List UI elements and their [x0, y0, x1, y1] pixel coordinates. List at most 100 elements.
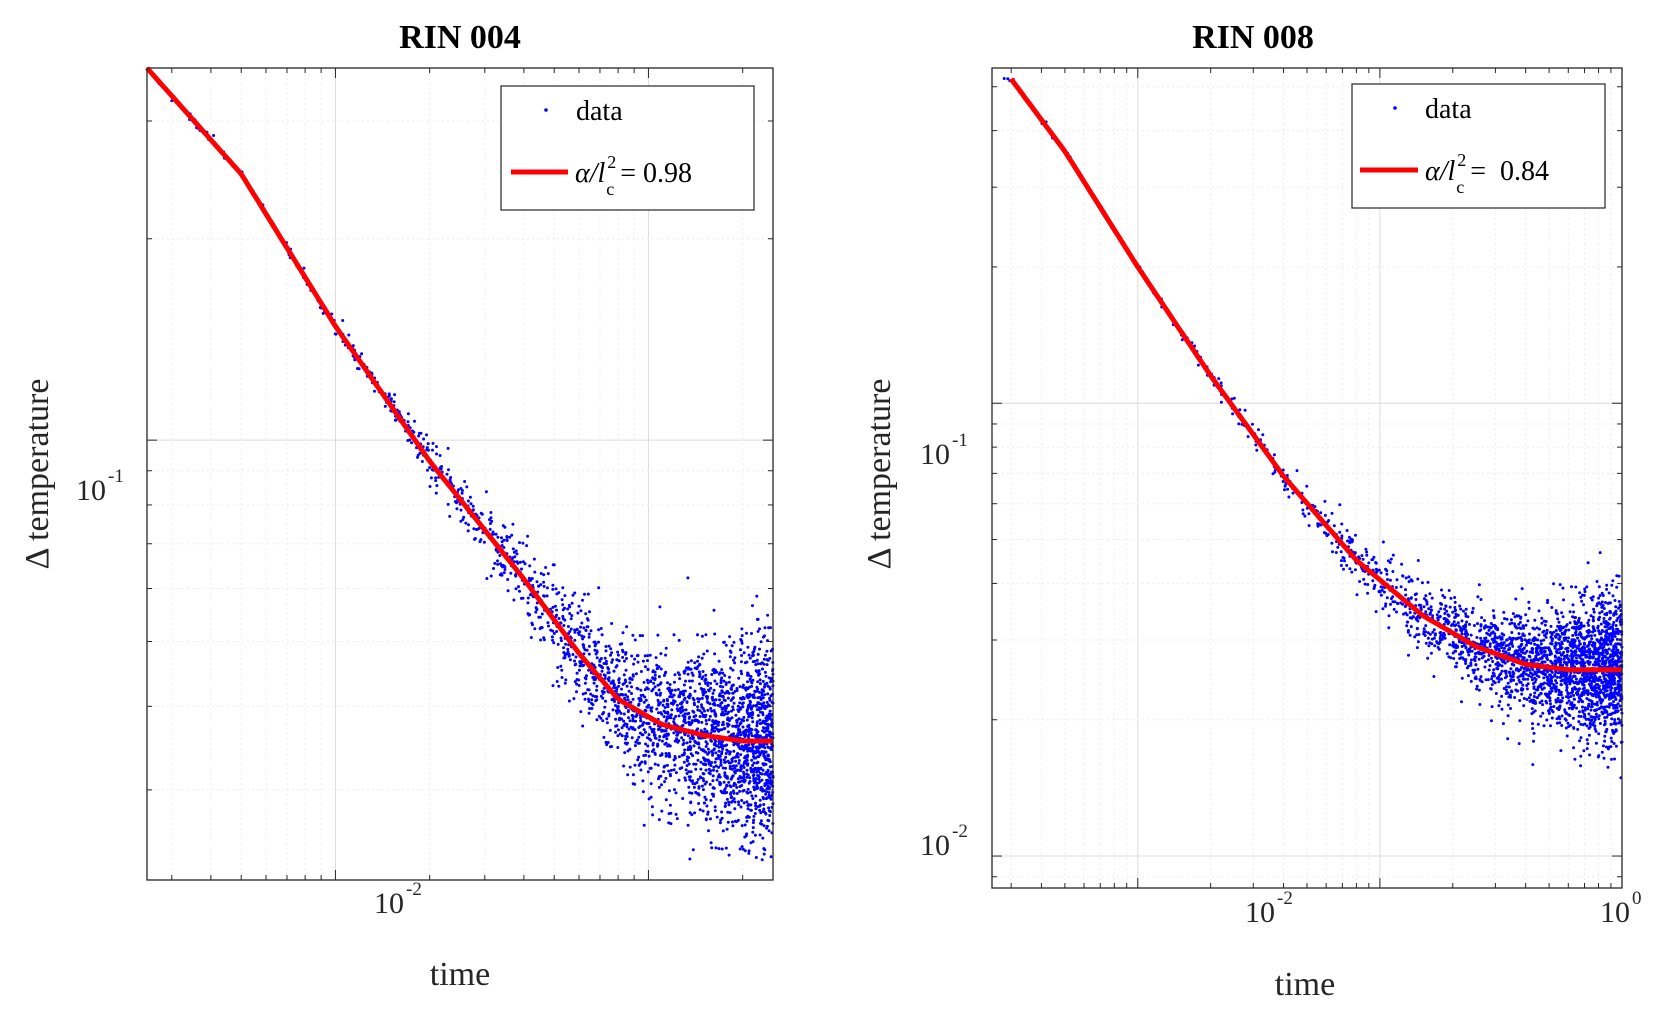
data-point [502, 571, 506, 575]
data-point [722, 780, 726, 784]
data-point [1499, 672, 1503, 676]
data-point [688, 736, 692, 740]
data-point [704, 682, 708, 685]
data-point [638, 634, 642, 638]
data-point [731, 774, 735, 778]
data-point [694, 790, 698, 794]
data-point [763, 706, 767, 710]
data-point [745, 743, 749, 747]
data-point [709, 817, 712, 821]
data-point [748, 694, 752, 698]
data-point [1538, 627, 1541, 631]
data-point [484, 490, 488, 494]
data-point [726, 820, 730, 824]
data-point [768, 776, 772, 780]
data-point [534, 610, 538, 614]
data-point [488, 522, 492, 525]
data-point [633, 782, 637, 786]
data-point [693, 782, 697, 786]
data-point [617, 681, 621, 685]
data-point [1322, 531, 1326, 535]
data-point [665, 763, 669, 767]
data-point [1196, 363, 1200, 367]
data-point [747, 653, 751, 657]
data-point [688, 778, 692, 782]
data-point [675, 817, 679, 821]
data-point [1571, 716, 1575, 720]
data-point [689, 659, 693, 663]
data-point [1533, 691, 1537, 695]
data-point [711, 774, 715, 778]
data-point [665, 715, 669, 719]
data-point [667, 789, 671, 793]
data-point [768, 723, 772, 727]
data-point [466, 529, 470, 533]
data-point [628, 719, 632, 723]
data-point [1540, 621, 1544, 625]
data-point [545, 594, 549, 598]
data-point [745, 718, 749, 722]
data-point [631, 714, 635, 718]
legend-data-label: data [576, 96, 623, 127]
data-point [1480, 616, 1484, 620]
data-point [756, 629, 760, 633]
data-point [649, 782, 653, 786]
data-point [726, 730, 730, 734]
data-point [551, 587, 555, 591]
data-point [760, 696, 764, 700]
data-point [709, 686, 713, 690]
data-point [609, 681, 613, 685]
data-point [731, 824, 735, 828]
data-point [1472, 671, 1476, 675]
data-point [590, 698, 594, 702]
data-point [1489, 626, 1492, 630]
data-point [1407, 575, 1411, 579]
data-point [1573, 653, 1577, 657]
data-point [1574, 656, 1578, 660]
data-point [469, 502, 473, 506]
data-point [729, 791, 733, 795]
data-point [387, 392, 391, 396]
data-point [1305, 484, 1309, 488]
data-point [677, 695, 681, 699]
data-point [723, 691, 727, 695]
data-point [561, 614, 565, 618]
data-point [1600, 605, 1604, 609]
data-point [721, 671, 725, 675]
data-point [742, 748, 746, 752]
data-point [677, 778, 681, 782]
data-point [758, 647, 761, 651]
data-point [766, 784, 770, 788]
data-point [434, 491, 438, 495]
data-point [599, 694, 603, 698]
data-point [722, 679, 726, 683]
data-point [635, 738, 639, 742]
data-point [1608, 655, 1612, 659]
data-point [461, 518, 465, 521]
data-point [743, 823, 747, 827]
data-point [697, 655, 701, 659]
data-point [715, 815, 719, 819]
data-point [666, 705, 670, 709]
data-point [1415, 627, 1419, 631]
data-point [678, 673, 681, 677]
data-point [516, 561, 520, 565]
data-point [1598, 611, 1602, 615]
data-point [674, 714, 678, 718]
data-point [732, 791, 736, 795]
data-point [1577, 639, 1581, 643]
data-point [1350, 537, 1353, 541]
data-point [713, 679, 717, 683]
data-point [1613, 718, 1617, 722]
data-point [723, 773, 727, 777]
data-point [459, 508, 463, 512]
data-point [1570, 701, 1574, 705]
data-point [607, 679, 611, 683]
data-point [671, 701, 675, 705]
data-point [1603, 719, 1607, 723]
data-point [1454, 665, 1458, 669]
data-point [713, 703, 717, 707]
data-point [709, 681, 713, 685]
data-point [583, 681, 587, 685]
data-point [634, 715, 638, 718]
